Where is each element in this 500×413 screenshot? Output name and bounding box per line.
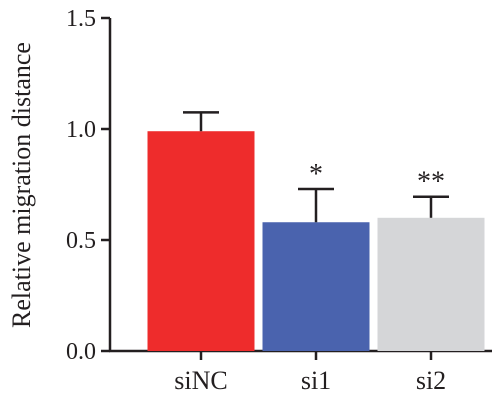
labels-layer: 0.0 0.5 1.0 1.5 siNC si1 * si2 ** xyxy=(66,6,446,395)
significance-label-si2: ** xyxy=(417,167,445,198)
x-tick-label-si2: si2 xyxy=(416,366,446,395)
y-tick-label: 0.0 xyxy=(66,339,96,365)
significance-label-si1: * xyxy=(309,159,323,190)
bars-layer xyxy=(147,111,485,351)
bar-si1 xyxy=(262,222,370,351)
x-tick-label-si1: si1 xyxy=(301,366,331,395)
x-tick-label-siNC: siNC xyxy=(174,366,227,395)
y-tick-label: 1.0 xyxy=(66,117,96,143)
y-tick-label: 1.5 xyxy=(66,6,96,32)
bar-siNC xyxy=(147,131,255,351)
bar-si2 xyxy=(377,217,485,351)
y-axis-title: Relative migration distance xyxy=(7,42,36,328)
y-tick-label: 0.5 xyxy=(66,228,96,254)
